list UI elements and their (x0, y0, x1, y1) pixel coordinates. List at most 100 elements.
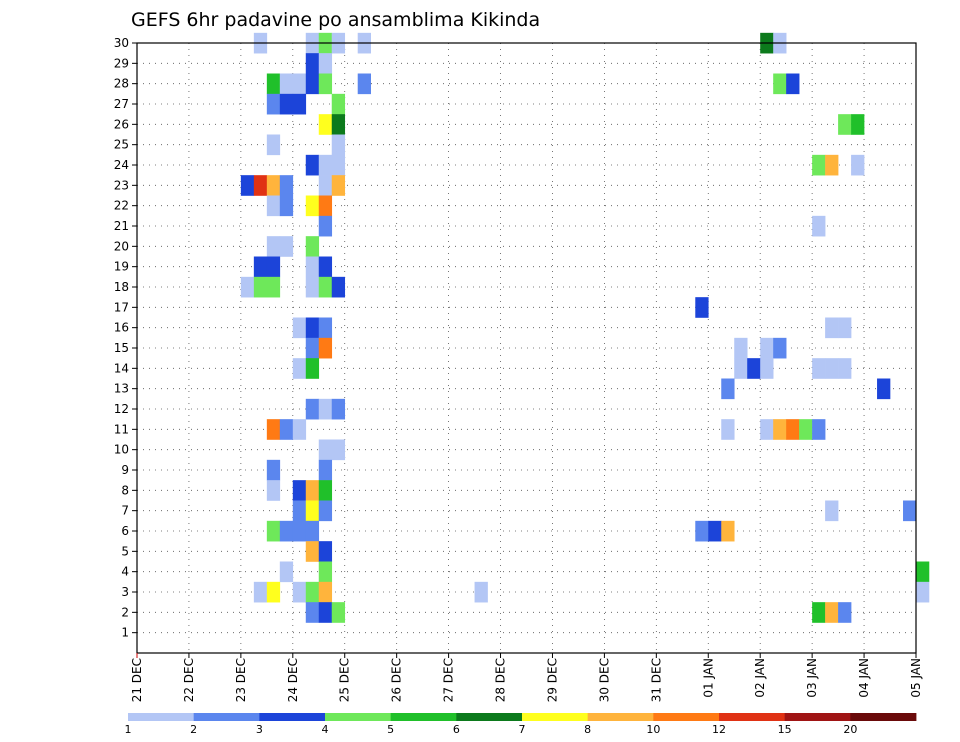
heatmap-cell (318, 215, 333, 237)
x-tick-label: 25 DEC (338, 658, 352, 702)
heatmap-cell (331, 114, 346, 135)
heatmap-cell (279, 520, 294, 542)
heatmap-cell (812, 358, 826, 379)
y-tick-label: 3 (121, 585, 129, 599)
heatmap-cell (292, 419, 307, 440)
x-tick-label: 21 DEC (130, 658, 144, 702)
heatmap-cell (292, 93, 307, 115)
heatmap-cell (318, 337, 333, 359)
y-tick-label: 12 (114, 402, 129, 416)
colorbar-label: 4 (322, 723, 329, 736)
heatmap-cell (305, 581, 320, 603)
x-tick-label: 23 DEC (234, 658, 248, 702)
heatmap-cell (734, 337, 748, 359)
heatmap-cell (318, 114, 333, 135)
colorbar-segment (456, 713, 523, 721)
heatmap-cell (305, 276, 320, 298)
y-tick-label: 10 (114, 443, 129, 457)
heatmap-cell (708, 520, 722, 542)
heatmap-cell (747, 358, 761, 379)
heatmap-cell (318, 459, 333, 481)
heatmap-cell (851, 114, 865, 135)
heatmap-cell (305, 500, 320, 522)
heatmap-cell (292, 480, 307, 501)
y-tick-label: 8 (121, 483, 129, 497)
heatmap-cell (916, 581, 930, 603)
colorbar-segment (259, 713, 326, 721)
y-tick-label: 20 (114, 239, 129, 253)
heatmap-cell (318, 500, 333, 522)
y-tick-label: 17 (114, 300, 129, 314)
heatmap-cell (825, 154, 839, 176)
heatmap-cell (266, 520, 281, 542)
colorbar-label: 6 (453, 723, 460, 736)
heatmap-cell (305, 195, 320, 217)
heatmap-cell (786, 419, 800, 440)
y-tick-label: 9 (121, 463, 129, 477)
colorbar: 1 2 3 4 5 6 7 8 10 12 15 20 (125, 713, 917, 736)
heatmap-cell (292, 581, 307, 603)
heatmap-cell (773, 419, 787, 440)
heatmap-cell (331, 134, 346, 156)
colorbar-label: 20 (843, 723, 857, 736)
plot-frame (136, 42, 917, 654)
y-tick-label: 7 (121, 504, 129, 518)
colorbar-label: 8 (584, 723, 591, 736)
heatmap-cell (721, 378, 735, 400)
heatmap-cell (266, 256, 281, 278)
x-tick-label: 30 DEC (597, 658, 611, 702)
heatmap-cell (305, 73, 320, 95)
heatmap-cell (331, 93, 346, 115)
y-tick-label: 19 (114, 260, 129, 274)
heatmap-cell (318, 73, 333, 95)
heatmap-cell (773, 73, 787, 95)
heatmap-cell (305, 154, 320, 176)
heatmap-cell (695, 297, 709, 318)
chart-title: GEFS 6hr padavine po ansamblima Kikinda (131, 9, 540, 31)
heatmap-cell (305, 53, 320, 74)
colorbar-label: 2 (190, 723, 197, 736)
heatmap-cell (240, 276, 255, 298)
heatmap-cell (305, 337, 320, 359)
heatmap-cell (825, 500, 839, 522)
heatmap-cell (266, 276, 281, 298)
heatmap-cell (851, 154, 865, 176)
heatmap-cell (695, 520, 709, 542)
heatmap-cell (786, 73, 800, 95)
heatmap-cell (279, 175, 294, 196)
heatmap-cell (825, 358, 839, 379)
heatmap-cell (331, 602, 346, 623)
heatmap-cell (279, 93, 294, 115)
heatmap-cell (266, 134, 281, 156)
colorbar-segment (193, 713, 260, 721)
colorbar-segment (719, 713, 786, 721)
heatmap-cell (734, 358, 748, 379)
heatmap-cell (305, 256, 320, 278)
heatmap-cell (292, 317, 307, 339)
y-tick-label: 29 (114, 56, 129, 70)
heatmap-cell (357, 73, 371, 95)
y-tick-label: 2 (121, 605, 129, 619)
heatmap-cell (279, 195, 294, 217)
heatmap-cell (331, 175, 346, 196)
heatmap-cell (305, 317, 320, 339)
x-tick-label: 28 DEC (494, 658, 508, 702)
heatmap-cell (838, 114, 852, 135)
heatmap-cell (318, 480, 333, 501)
colorbar-label: 10 (646, 723, 660, 736)
y-tick-label: 22 (114, 199, 129, 213)
colorbar-label: 15 (778, 723, 792, 736)
heatmap-cell (279, 73, 294, 95)
heatmap-cell (916, 561, 930, 583)
heatmap-cell (266, 480, 281, 501)
heatmap-cell (318, 541, 333, 562)
y-tick-label: 23 (114, 178, 129, 192)
y-tick-label: 21 (114, 219, 129, 233)
heatmap-cell (318, 53, 333, 74)
grid-lines (137, 42, 916, 653)
heatmap-cell (266, 419, 281, 440)
heatmap-cell (877, 378, 891, 400)
heatmap-cell (266, 195, 281, 217)
heatmap-cell (318, 276, 333, 298)
heatmap-cell (253, 175, 268, 196)
